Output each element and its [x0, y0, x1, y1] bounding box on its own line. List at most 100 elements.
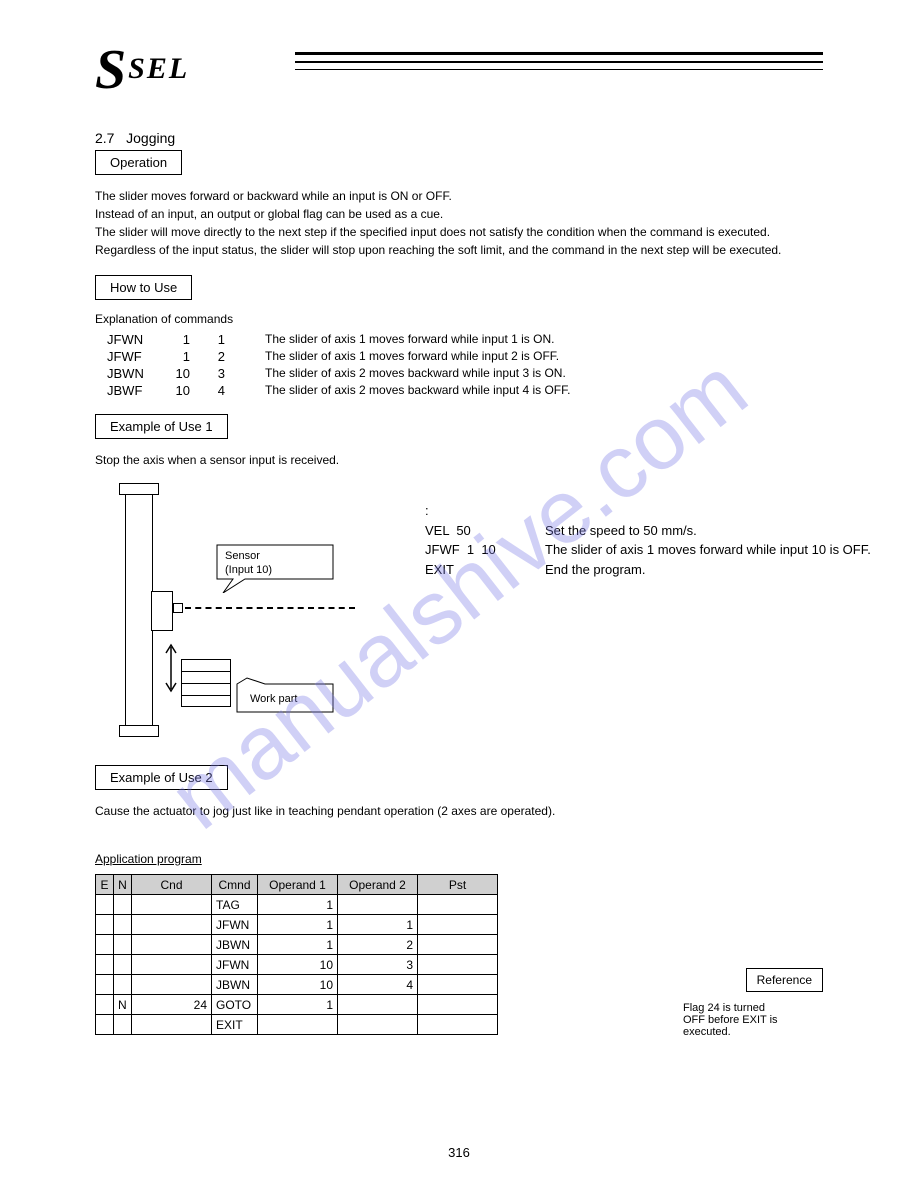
th-pst: Pst [418, 875, 498, 895]
explain-label: Explanation of commands [95, 310, 823, 328]
code-line: EXITEnd the program. [425, 560, 871, 580]
command-list: JFWN 1 1 The slider of axis 1 moves forw… [95, 332, 823, 398]
cmd-name: JBWN [95, 366, 155, 381]
th-cmnd: Cmnd [212, 875, 258, 895]
cmd-row: JFWF 1 2 The slider of axis 1 moves forw… [95, 349, 823, 364]
th-op1: Operand 1 [258, 875, 338, 895]
cmd-name: JFWN [95, 332, 155, 347]
table-cell: 24 [132, 995, 212, 1015]
cmd-arg1: 10 [155, 366, 190, 381]
table-cell: 2 [338, 935, 418, 955]
code-line: JFWF 1 10The slider of axis 1 moves forw… [425, 540, 871, 560]
table-cell [258, 1015, 338, 1035]
updown-arrow-icon [165, 643, 177, 693]
cmd-arg2: 4 [190, 383, 225, 398]
table-row: JFWN11 [96, 915, 498, 935]
table-cell: JFWN [212, 955, 258, 975]
page-number: 316 [0, 1145, 918, 1160]
th-op2: Operand 2 [338, 875, 418, 895]
flag-note: Flag 24 is turned OFF before EXIT is exe… [683, 1002, 823, 1038]
cmd-name: JFWF [95, 349, 155, 364]
table-cell: JBWN [212, 975, 258, 995]
table-cell: 10 [258, 955, 338, 975]
example2-box: Example of Use 2 [95, 765, 228, 790]
cmd-row: JFWN 1 1 The slider of axis 1 moves forw… [95, 332, 823, 347]
table-header-row: E N Cnd Cmnd Operand 1 Operand 2 Pst [96, 875, 498, 895]
cmd-desc: The slider of axis 2 moves backward whil… [265, 366, 566, 381]
work-stack [181, 659, 231, 707]
cmd-desc: The slider of axis 2 moves backward whil… [265, 383, 570, 398]
table-cell [132, 955, 212, 975]
table-cell [96, 995, 114, 1015]
table-cell [96, 915, 114, 935]
cmd-arg2: 1 [190, 332, 225, 347]
table-row: JBWN12 [96, 935, 498, 955]
cmd-desc: The slider of axis 1 moves forward while… [265, 332, 554, 347]
example1-box: Example of Use 1 [95, 414, 228, 439]
section-heading: 2.7 Jogging [95, 130, 823, 146]
cmd-arg2: 2 [190, 349, 225, 364]
table-cell: EXIT [212, 1015, 258, 1035]
program-table: E N Cnd Cmnd Operand 1 Operand 2 Pst TAG… [95, 874, 498, 1035]
carriage [151, 591, 173, 631]
table-row: TAG1 [96, 895, 498, 915]
table-cell: JFWN [212, 915, 258, 935]
work-callout-text: Work part [250, 693, 297, 705]
actuator-body [125, 491, 153, 727]
table-cell [96, 955, 114, 975]
logo-sel: SEL [128, 52, 189, 85]
table-cell [114, 895, 132, 915]
page-content: 2.7 Jogging Operation The slider moves f… [95, 100, 823, 1035]
table-cell [132, 1015, 212, 1035]
section-number: 2.7 [95, 130, 114, 146]
reference-box: Reference [746, 968, 823, 992]
table-cell [114, 935, 132, 955]
table-cell [132, 895, 212, 915]
th-e: E [96, 875, 114, 895]
cmd-arg1: 1 [155, 349, 190, 364]
table-cell [114, 1015, 132, 1035]
table-cell: N [114, 995, 132, 1015]
table-cell [418, 895, 498, 915]
table-cell [418, 975, 498, 995]
th-n: N [114, 875, 132, 895]
table-cell [338, 995, 418, 1015]
sensor-callout-text: Sensor (Input 10) [225, 549, 272, 578]
table-cell: 10 [258, 975, 338, 995]
table-cell [338, 1015, 418, 1035]
table-cell: 1 [338, 915, 418, 935]
table-cell: GOTO [212, 995, 258, 1015]
cmd-row: JBWF 10 4 The slider of axis 2 moves bac… [95, 383, 823, 398]
cmd-row: JBWN 10 3 The slider of axis 2 moves bac… [95, 366, 823, 381]
table-cell [96, 975, 114, 995]
code-line: : [425, 501, 871, 521]
table-cell: 1 [258, 995, 338, 1015]
sensor-block [173, 603, 183, 613]
operation-box: Operation [95, 150, 182, 175]
table-cell [96, 895, 114, 915]
howto-box: How to Use [95, 275, 192, 300]
table-row: JFWN103 [96, 955, 498, 975]
table-cell [418, 935, 498, 955]
table-cell [114, 915, 132, 935]
table-cell [418, 995, 498, 1015]
table-cell: 4 [338, 975, 418, 995]
table-row: JBWN104 [96, 975, 498, 995]
table-cell [96, 935, 114, 955]
logo: SSEL [95, 38, 189, 102]
table-cell [418, 915, 498, 935]
cmd-desc: The slider of axis 1 moves forward while… [265, 349, 559, 364]
header-rules [295, 52, 823, 76]
actuator-cap [119, 483, 159, 495]
example1-text: Stop the axis when a sensor input is rec… [95, 451, 823, 469]
table-cell: 1 [258, 935, 338, 955]
table-cell: 1 [258, 915, 338, 935]
table-cell [418, 1015, 498, 1035]
table-cell: 3 [338, 955, 418, 975]
section-title: Jogging [126, 130, 175, 146]
actuator-base [119, 725, 159, 737]
page-header: SSEL [95, 38, 823, 86]
diagram: Sensor (Input 10) Work part : VEL 50Set … [95, 481, 823, 761]
table-cell [338, 895, 418, 915]
app-program-title: Application program [95, 850, 823, 868]
